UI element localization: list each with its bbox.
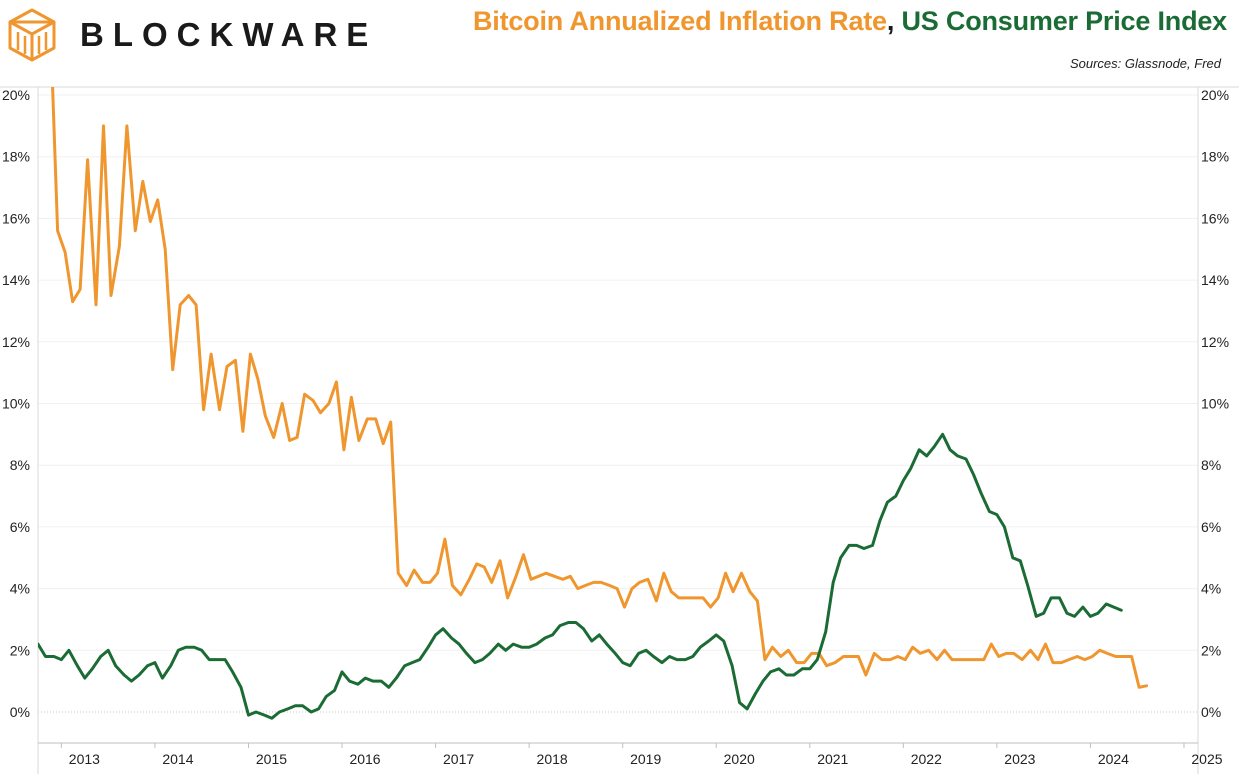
y-tick-label-left: 20% <box>2 87 30 103</box>
y-tick-label-right: 10% <box>1201 396 1229 412</box>
x-tick-label: 2018 <box>537 751 568 767</box>
y-tick-label-left: 18% <box>2 149 30 165</box>
y-tick-label-right: 20% <box>1201 87 1229 103</box>
x-tick-label: 2013 <box>69 751 100 767</box>
y-tick-label-right: 8% <box>1201 457 1221 473</box>
x-axis: 2013 2014 2015 2016 2017 2018 2019 2020 2021 2022… <box>60 743 1223 767</box>
y-tick-label-left: 10% <box>2 396 30 412</box>
x-tick-label: 2021 <box>817 751 848 767</box>
title-btc: Bitcoin Annualized Inflation Rate <box>472 6 887 36</box>
x-tick-label: 2020 <box>724 751 755 767</box>
x-tick-label: 2015 <box>256 751 287 767</box>
y-tick-label-right: 14% <box>1201 272 1229 288</box>
x-tick-label: 2025 <box>1191 751 1222 767</box>
cpi-line <box>38 432 1123 720</box>
y-tick-label-right: 6% <box>1201 519 1221 535</box>
y-tick-label-right: 18% <box>1201 149 1229 165</box>
y-tick-label-right: 16% <box>1201 210 1229 226</box>
y-tick-label-right: 4% <box>1201 581 1221 597</box>
y-tick-label-left: 0% <box>10 704 30 720</box>
x-tick-label: 2024 <box>1098 751 1129 767</box>
grid-lines <box>38 94 1198 713</box>
y-tick-label-left: 2% <box>10 642 30 658</box>
series-layer <box>38 87 1148 720</box>
title-separator: , <box>886 6 902 36</box>
y-axis-left: 0% 2% 4% 6% 8% 10% 12% 14% 16% 18% 20% <box>2 87 30 720</box>
brand-name: BLOCKWARE <box>80 16 377 53</box>
chart-source: Sources: Glassnode, Fred <box>1069 56 1221 71</box>
y-tick-label-left: 16% <box>2 210 30 226</box>
x-tick-label: 2017 <box>443 751 474 767</box>
y-axis-right: 0% 2% 4% 6% 8% 10% 12% 14% 16% 18% 20% <box>1201 87 1229 720</box>
y-tick-label-right: 0% <box>1201 704 1221 720</box>
y-tick-label-left: 12% <box>2 334 30 350</box>
x-tick-label: 2023 <box>1004 751 1035 767</box>
chart-frame <box>0 86 1239 774</box>
y-tick-label-left: 6% <box>10 519 30 535</box>
chart-title: Bitcoin Annualized Inflation Rate, US Co… <box>473 6 1227 37</box>
y-tick-label-left: 14% <box>2 272 30 288</box>
y-tick-label-left: 4% <box>10 581 30 597</box>
x-tick-label: 2014 <box>162 751 193 767</box>
x-tick-label: 2019 <box>630 751 661 767</box>
blockware-logo: BLOCKWARE <box>8 8 377 62</box>
y-tick-label-right: 12% <box>1201 334 1229 350</box>
y-tick-label-left: 8% <box>10 457 30 473</box>
title-cpi: US Consumer Price Index <box>901 6 1227 36</box>
x-tick-label: 2022 <box>911 751 942 767</box>
btc-inflation-line <box>51 87 1148 689</box>
y-tick-label-right: 2% <box>1201 642 1221 658</box>
logo-mark-icon <box>8 8 56 62</box>
x-tick-label: 2016 <box>349 751 380 767</box>
